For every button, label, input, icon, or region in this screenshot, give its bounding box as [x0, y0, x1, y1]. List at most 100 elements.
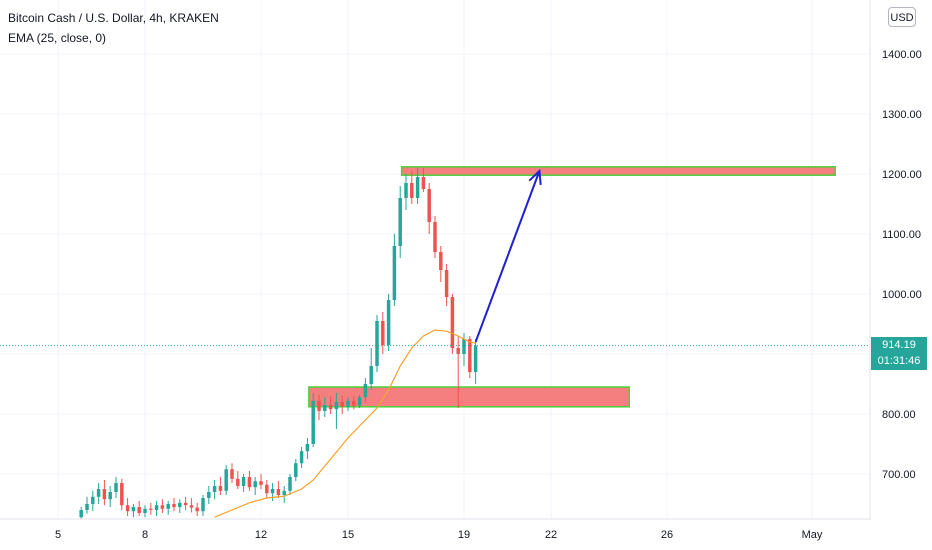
candle-body: [149, 508, 153, 510]
candle-body: [288, 477, 292, 491]
price-zone: [308, 386, 631, 408]
x-tick-label: 5: [55, 529, 61, 541]
candle-body: [427, 189, 431, 222]
candle-body: [79, 510, 83, 518]
x-tick-label: 8: [142, 529, 148, 541]
candle-body: [265, 484, 269, 494]
arrow-shaft: [474, 170, 541, 343]
candle-body: [468, 339, 472, 372]
candle-body: [224, 469, 228, 491]
candle-body: [369, 366, 373, 384]
arrow-head: [528, 168, 542, 186]
symbol-title: Bitcoin Cash / U.S. Dollar, 4h, KRAKEN: [8, 11, 219, 25]
grid: [0, 0, 870, 519]
x-tick-label: 12: [255, 529, 267, 541]
candle-body: [398, 198, 402, 246]
candle-body: [154, 505, 159, 510]
candle-body: [207, 492, 211, 498]
candle-body: [439, 252, 443, 270]
candle-body: [125, 505, 130, 512]
candle-body: [85, 504, 89, 510]
candle-body: [102, 489, 107, 500]
candle-body: [270, 489, 275, 494]
candle-body: [357, 397, 362, 406]
candle-body: [114, 483, 118, 492]
candle-body: [456, 348, 460, 354]
candle-body: [450, 297, 455, 348]
candle-body: [166, 504, 170, 509]
candle-body: [143, 508, 147, 513]
candle-body: [444, 270, 449, 297]
y-tick-label: 1200.00: [882, 169, 922, 181]
candle-body: [305, 444, 310, 452]
ema-legend: EMA (25, close, 0): [8, 31, 107, 45]
candle-body: [381, 321, 385, 345]
candle-body: [334, 402, 339, 410]
candle-body: [189, 505, 194, 508]
candle-body: [410, 183, 414, 198]
candle-body: [276, 489, 281, 495]
candle-body: [183, 502, 188, 506]
x-tick-label: 22: [545, 529, 557, 541]
candle-body: [259, 481, 263, 485]
y-tick-label: 1400.00: [882, 49, 922, 61]
current-price-tag: 914.19: [871, 337, 927, 354]
currency-button[interactable]: USD: [888, 7, 916, 27]
support-resistance-zones[interactable]: [308, 166, 836, 408]
candle-body: [294, 463, 298, 477]
candle-body: [340, 402, 344, 407]
candle-body: [253, 481, 257, 488]
trend-arrow[interactable]: [474, 168, 542, 343]
candle-body: [352, 400, 356, 406]
candle-body: [236, 478, 240, 486]
x-tick-label: 19: [458, 529, 470, 541]
candle-body: [201, 498, 205, 512]
candle-body: [328, 405, 333, 410]
candle-body: [421, 177, 426, 189]
y-tick-label: 1100.00: [882, 229, 921, 241]
candle-body: [247, 477, 252, 488]
candle-body: [363, 384, 368, 398]
candle-body: [433, 222, 437, 252]
candle-body: [392, 246, 397, 300]
candle-body: [375, 321, 379, 366]
candle-body: [317, 400, 321, 411]
candle-body: [108, 492, 112, 500]
candle-body: [120, 483, 124, 506]
y-tick-label: 700.00: [882, 469, 916, 481]
candle-body: [96, 489, 101, 497]
candle-body: [131, 507, 136, 512]
candle-body: [299, 451, 304, 464]
candle-body: [282, 490, 286, 495]
x-tick-label: 15: [342, 529, 354, 541]
y-tick-label: 1300.00: [882, 109, 922, 121]
candle-body: [323, 405, 327, 411]
candle-body: [230, 469, 234, 479]
candle-body: [212, 486, 217, 492]
candle-body: [195, 507, 199, 512]
candles: [79, 168, 478, 519]
candle-body: [178, 502, 182, 507]
candle-body: [386, 300, 391, 345]
candle-body: [160, 505, 165, 509]
candle-body: [415, 177, 420, 198]
y-tick-label: 800.00: [882, 409, 916, 421]
candle-body: [172, 504, 176, 507]
candle-body: [462, 339, 466, 354]
time-axis[interactable]: 5 8 12 15 19 22 26 May: [55, 529, 823, 541]
x-tick-label: 26: [661, 529, 673, 541]
candle-body: [91, 496, 95, 504]
price-zone: [400, 166, 836, 176]
candle-body: [346, 400, 350, 407]
price-axis[interactable]: 700.00800.00900.001000.001100.001200.001…: [882, 49, 922, 481]
y-tick-label: 1000.00: [882, 289, 922, 301]
candle-body: [473, 345, 478, 372]
candle-body: [137, 507, 141, 513]
candle-body: [311, 400, 315, 444]
candle-body: [241, 477, 246, 486]
x-tick-label: May: [802, 529, 823, 541]
candle-body: [404, 183, 408, 198]
bar-countdown-tag: 01:31:46: [871, 353, 927, 370]
candle-body: [218, 486, 223, 491]
